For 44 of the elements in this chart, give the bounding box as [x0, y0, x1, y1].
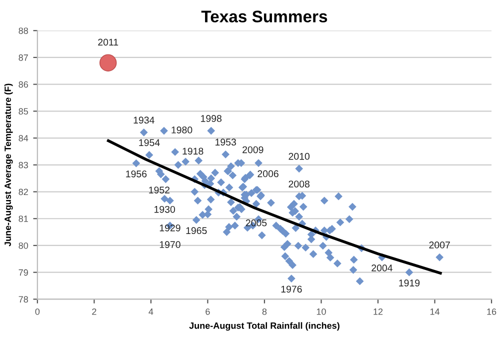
- x-tick-label: 8: [262, 308, 267, 315]
- annotation: 1919: [399, 280, 420, 286]
- annotation: 1980: [172, 126, 192, 134]
- x-tick-label: 6: [206, 308, 210, 315]
- y-tick-label: 88: [18, 28, 28, 34]
- annotation: 2010: [288, 152, 310, 160]
- annotation: 1930: [154, 206, 176, 213]
- chart-title: Texas Summers: [201, 10, 328, 22]
- x-tick-label: 2: [92, 308, 96, 315]
- annotation: 2004: [372, 264, 392, 272]
- annotation: 2008: [288, 180, 310, 188]
- x-tick-label: 14: [430, 308, 440, 315]
- annotation: 2006: [258, 170, 278, 178]
- annotation: 1954: [139, 139, 160, 146]
- x-tick-label: 4: [148, 308, 154, 315]
- annotation: 1965: [186, 227, 207, 234]
- annotation: 1970: [160, 241, 180, 248]
- x-tick-label: 12: [374, 308, 383, 315]
- y-tick-label: 81: [18, 216, 28, 222]
- y-axis-title: June-August Average Temperature (F): [4, 84, 13, 246]
- y-tick-label: 82: [18, 188, 28, 196]
- annotation: 2007: [429, 242, 450, 248]
- y-tick-label: 86: [18, 81, 28, 88]
- y-tick-label: 85: [18, 108, 28, 115]
- y-tick-label: 78: [18, 296, 28, 303]
- annotation: 1976: [281, 286, 302, 293]
- y-tick-label: 79: [18, 269, 28, 276]
- x-tick-label: 10: [316, 308, 326, 315]
- annotation: 2009: [242, 146, 264, 154]
- y-tick-label: 84: [18, 135, 28, 142]
- annotation: 1998: [201, 115, 222, 122]
- annotation: 1918: [182, 148, 204, 155]
- annotation: 2011: [98, 38, 118, 46]
- x-tick-label: 0: [35, 308, 40, 315]
- x-axis-title: June-August Total Rainfall (inches): [189, 322, 340, 331]
- annotation: 1956: [126, 170, 147, 178]
- x-tick-label: 16: [487, 308, 496, 315]
- y-tick-label: 83: [18, 162, 28, 168]
- annotation: 1953: [216, 138, 236, 146]
- annotation: 1934: [134, 116, 154, 124]
- annotation: 1929: [160, 224, 180, 232]
- y-tick-label: 80: [18, 242, 28, 249]
- y-tick-label: 87: [18, 54, 28, 61]
- annotation: 1952: [149, 186, 170, 194]
